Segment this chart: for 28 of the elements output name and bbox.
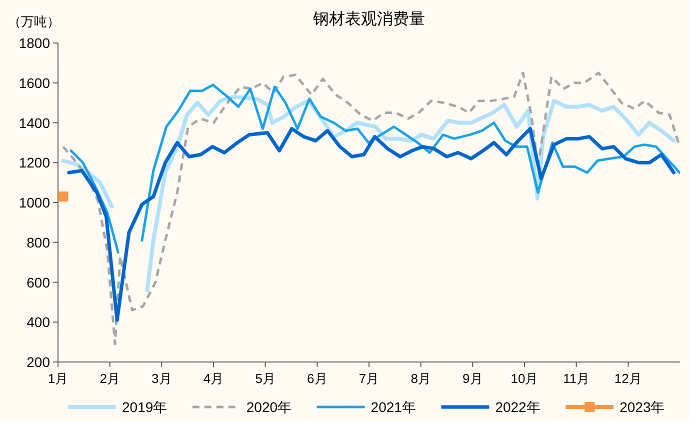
y-tick-label: 400: [26, 314, 50, 330]
y-tick-label: 1000: [18, 194, 50, 210]
x-tick-label: 2月: [100, 371, 120, 386]
x-tick-label: 1月: [48, 371, 68, 386]
legend-label: 2023年: [620, 399, 665, 415]
ylabel: （万吨）: [8, 14, 60, 29]
y-tick-label: 1400: [18, 114, 50, 131]
y-tick-label: 200: [26, 354, 50, 370]
legend-label: 2021年: [370, 399, 416, 415]
x-tick-label: 10月: [510, 371, 538, 386]
x-tick-label: 9月: [462, 371, 483, 386]
y-tick-label: 600: [26, 274, 50, 290]
legend-label: 2019年: [122, 399, 168, 415]
x-tick-label: 5月: [255, 371, 276, 386]
y-tick-label: 1200: [18, 154, 50, 171]
x-tick-label: 4月: [203, 371, 224, 386]
y-tick-label: 1600: [18, 74, 50, 91]
x-tick-label: 7月: [358, 371, 380, 386]
x-tick-label: 12月: [614, 371, 642, 386]
x-tick-label: 6月: [307, 371, 328, 386]
title: 钢材表观消费量: [313, 11, 425, 28]
x-tick-label: 3月: [152, 371, 172, 386]
y-tick-label: 800: [26, 234, 50, 250]
legend-label: 2022年: [495, 399, 540, 415]
y-tick-label: 1800: [18, 35, 50, 51]
x-tick-label: 11月: [563, 371, 590, 386]
x-tick-label: 8月: [410, 371, 431, 386]
legend-label: 2020年: [246, 399, 292, 415]
